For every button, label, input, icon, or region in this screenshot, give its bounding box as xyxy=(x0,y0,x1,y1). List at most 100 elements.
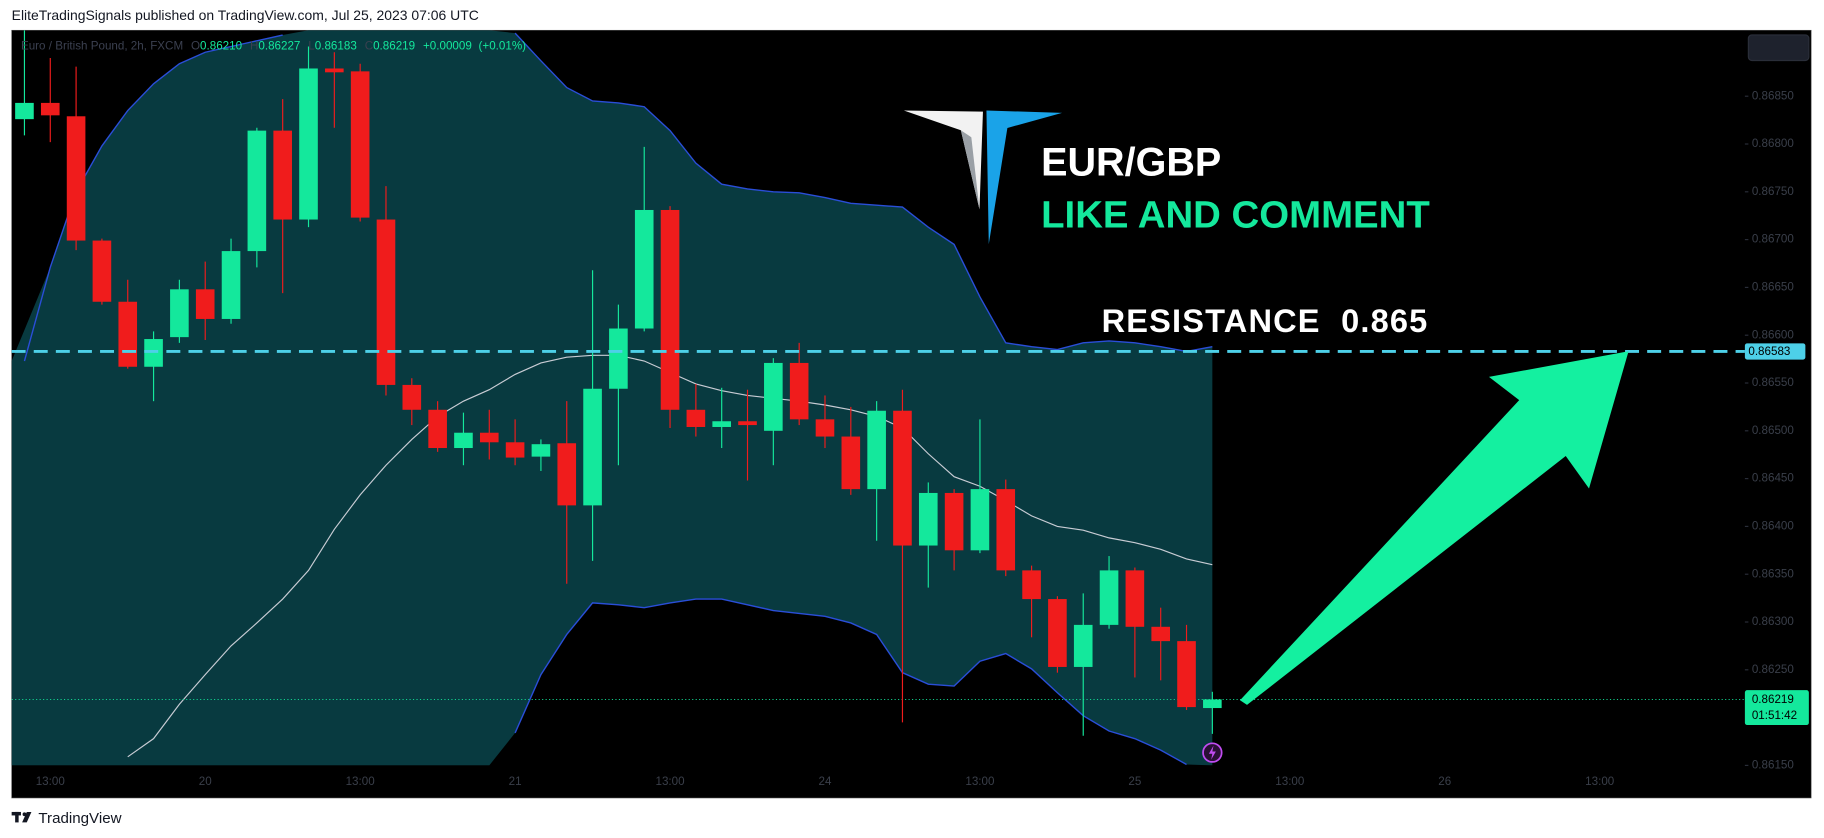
footer-logo xyxy=(11,811,32,823)
candle-body xyxy=(531,444,551,457)
candle-body xyxy=(634,209,654,329)
ohlc-label: C xyxy=(365,40,373,53)
x-tick-label: 13:00 xyxy=(346,775,376,788)
candle-body xyxy=(505,442,525,458)
ohlc-value: 0.86210 xyxy=(200,40,243,53)
ohlc-value: 0.86183 xyxy=(315,40,357,53)
candle-body xyxy=(1177,641,1196,708)
candle-body xyxy=(376,219,396,385)
logo-blue xyxy=(986,110,1063,245)
y-tick-label: 0.86650 xyxy=(1752,280,1795,293)
publisher-line: EliteTradingSignals published on Trading… xyxy=(12,7,479,23)
candle-body xyxy=(221,251,241,319)
y-tick-label: 0.86400 xyxy=(1752,519,1795,532)
ohlc-label: L xyxy=(308,40,315,53)
candle-body xyxy=(15,102,34,120)
logo xyxy=(903,110,1063,245)
x-tick-label: 21 xyxy=(509,775,522,788)
alert-bolt xyxy=(1208,745,1216,760)
candle-body xyxy=(893,410,912,546)
chart-subtitle: LIKE AND COMMENT xyxy=(1041,194,1430,237)
candle-body xyxy=(66,116,86,241)
candle-body xyxy=(350,71,370,218)
candle-body xyxy=(686,409,706,427)
candle-body xyxy=(1073,624,1093,667)
ohlc-value: 0.86227 xyxy=(258,40,300,53)
arrow xyxy=(1240,351,1629,705)
candle-body xyxy=(815,419,835,437)
x-tick-label: 13:00 xyxy=(965,775,995,788)
x-tick-label: 25 xyxy=(1128,775,1141,788)
candle-body xyxy=(841,436,861,490)
logo-shade xyxy=(960,130,980,210)
candle-body xyxy=(867,410,886,490)
last-price-box xyxy=(1744,690,1809,726)
ohlc-label: O xyxy=(191,40,200,53)
candle-body xyxy=(1099,570,1119,625)
y-tick-label: 0.86450 xyxy=(1752,472,1795,485)
x-tick-label: 13:00 xyxy=(1275,775,1305,788)
y-tick-label: 0.86350 xyxy=(1752,567,1795,580)
candle-body xyxy=(1151,626,1171,642)
candle-body xyxy=(918,492,938,546)
ohlc-label: H xyxy=(250,40,258,53)
candle-body xyxy=(118,301,138,367)
candle-body xyxy=(738,421,757,426)
symbol: Euro / British Pound, 2h, FXCM xyxy=(21,40,183,53)
candle-body xyxy=(247,130,267,252)
resistance-label-box xyxy=(1744,343,1806,360)
candle-body xyxy=(1125,570,1145,627)
candle-body xyxy=(325,68,344,73)
chart-title: EUR/GBP xyxy=(1041,141,1221,185)
annotation: RESISTANCE 0.865 xyxy=(1102,303,1429,339)
x-tick-label: 24 xyxy=(819,775,832,788)
footer-brand: TradingView xyxy=(38,810,121,827)
y-tick-label: 0.86500 xyxy=(1752,424,1795,437)
last-price-label: 0.86219 xyxy=(1752,693,1794,706)
candle-body xyxy=(789,362,809,420)
change-pct: (+0.01%) xyxy=(479,40,527,53)
candle-body xyxy=(454,432,473,449)
candle-body xyxy=(660,209,680,410)
x-tick-label: 26 xyxy=(1438,775,1451,788)
candle-body xyxy=(273,130,292,220)
x-tick-label: 13:00 xyxy=(1585,775,1615,788)
resistance-label: 0.86583 xyxy=(1748,345,1790,358)
band-lower xyxy=(514,598,1187,766)
candle-body xyxy=(92,240,112,302)
candle-body xyxy=(299,68,318,220)
y-tick-label: 0.86250 xyxy=(1752,663,1795,676)
candle-body xyxy=(1048,599,1067,667)
ohlc-value: 0.86219 xyxy=(373,40,415,53)
candle-body xyxy=(195,289,215,319)
candle-body xyxy=(40,102,60,116)
candle-body xyxy=(583,388,602,506)
plot-area: 0.86150 0.86250 0.86300 0.86350 0.86400 0.864… xyxy=(11,30,1809,788)
y-tick-label: 0.86550 xyxy=(1752,376,1795,389)
candle-body xyxy=(428,409,447,449)
candle-body xyxy=(402,384,422,410)
y-tick-label: 0.86800 xyxy=(1752,137,1795,150)
x-tick-label: 13:00 xyxy=(36,775,66,788)
x-tick-label: 13:00 xyxy=(655,775,685,788)
candle-body xyxy=(970,489,990,551)
candle-body xyxy=(557,443,577,506)
y-tick-label: 0.86700 xyxy=(1752,233,1795,246)
candle-body xyxy=(712,421,731,427)
candle-body xyxy=(764,362,783,431)
change: +0.00009 xyxy=(423,40,472,53)
y-tick-label: 0.86150 xyxy=(1752,758,1795,771)
countdown: 01:51:42 xyxy=(1752,709,1797,722)
toolbar-button[interactable] xyxy=(1747,34,1810,62)
legend-header: Euro / British Pound, 2h, FXCM O0.86210 … xyxy=(21,40,526,53)
candle-body xyxy=(170,289,189,338)
y-tick-label: 0.86600 xyxy=(1752,328,1795,341)
y-tick-label: 0.86850 xyxy=(1752,89,1795,102)
y-tick-label: 0.86750 xyxy=(1752,185,1795,198)
candle-body xyxy=(944,492,964,551)
y-tick-label: 0.86300 xyxy=(1752,615,1795,628)
candle-body xyxy=(1203,699,1222,709)
candle-body xyxy=(609,328,628,389)
